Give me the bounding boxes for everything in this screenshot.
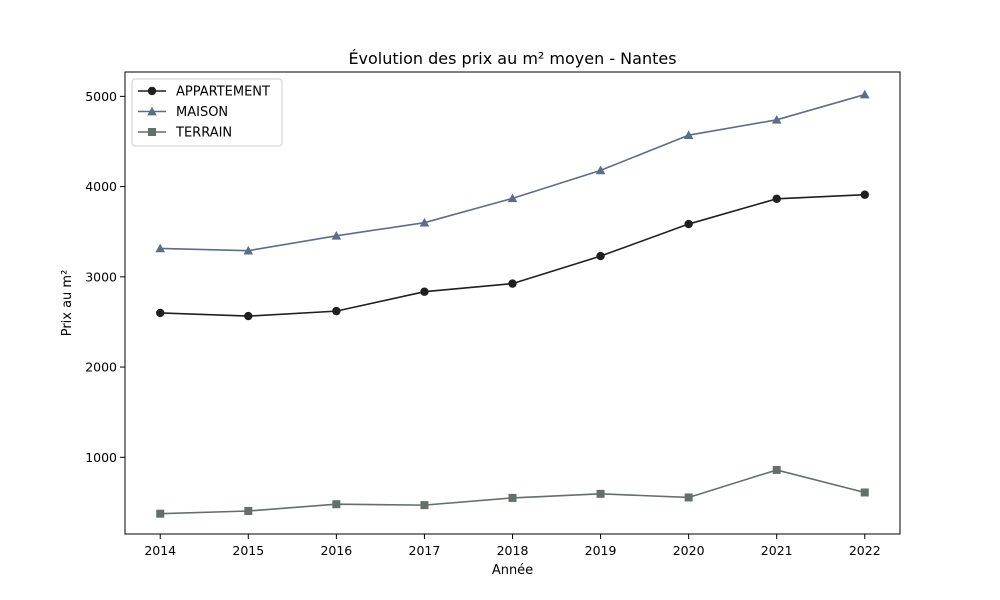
y-tick-label: 5000 <box>85 89 117 104</box>
series-line-terrain <box>160 469 865 515</box>
data-point-appartement <box>244 311 253 321</box>
y-tick-label: 2000 <box>85 360 117 375</box>
data-point-maison <box>331 230 342 240</box>
legend-item-terrain: TERRAIN <box>138 126 232 141</box>
y-tick-label: 3000 <box>85 269 117 284</box>
legend-swatch-marker <box>147 106 157 116</box>
x-tick-label: 2015 <box>232 543 264 558</box>
data-point-maison <box>243 245 254 255</box>
chart-title: Évolution des prix au m² moyen - Nantes <box>348 49 676 68</box>
data-point-appartement <box>596 251 605 261</box>
data-point-maison <box>683 130 694 140</box>
legend-label: TERRAIN <box>175 126 232 141</box>
data-point-terrain <box>332 500 341 509</box>
series-layer <box>155 89 870 518</box>
x-tick-label: 2020 <box>673 543 705 558</box>
data-point-appartement <box>772 194 781 203</box>
y-tick-label: 1000 <box>85 450 117 465</box>
x-axis: 2014 2015 2016 2017 2018 2019 2020 2021 2022 <box>144 534 881 558</box>
series-maison <box>155 89 870 255</box>
legend-swatch-marker <box>148 128 156 136</box>
data-point-maison <box>419 217 430 227</box>
data-point-terrain <box>244 506 253 515</box>
data-point-maison <box>771 115 782 124</box>
legend: APPARTEMENT MAISON TERRAIN <box>131 78 283 147</box>
legend-label: MAISON <box>176 105 228 120</box>
legend-label: APPARTEMENT <box>176 85 270 100</box>
data-point-maison <box>155 243 166 253</box>
data-point-terrain <box>596 489 605 498</box>
data-point-appartement <box>156 308 165 318</box>
legend-box <box>131 78 283 147</box>
data-point-terrain <box>420 501 429 510</box>
legend-item-maison: MAISON <box>138 105 228 120</box>
x-tick-label: 2016 <box>320 543 352 558</box>
x-tick-label: 2021 <box>761 543 793 558</box>
data-point-appartement <box>332 306 341 316</box>
data-point-appartement <box>860 190 869 199</box>
data-point-maison <box>507 193 518 203</box>
x-tick-label: 2019 <box>585 543 617 558</box>
data-point-terrain <box>156 509 165 518</box>
data-point-maison <box>595 165 606 175</box>
legend-swatch-marker <box>147 86 157 96</box>
x-tick-label: 2018 <box>497 543 529 558</box>
data-point-appartement <box>684 219 693 229</box>
data-point-terrain <box>508 493 517 502</box>
data-point-appartement <box>508 279 517 288</box>
x-tick-label: 2022 <box>849 543 881 558</box>
series-terrain <box>156 465 869 518</box>
legend-item-appartement: APPARTEMENT <box>138 85 270 100</box>
series-appartement <box>156 190 869 321</box>
x-tick-label: 2014 <box>144 543 176 558</box>
data-point-terrain <box>860 488 869 497</box>
y-axis: 1000 2000 3000 4000 5000 <box>85 89 125 465</box>
x-axis-label: Année <box>492 563 533 578</box>
data-point-appartement <box>420 287 429 296</box>
data-point-terrain <box>684 493 693 502</box>
data-point-maison <box>859 89 870 99</box>
y-tick-label: 4000 <box>85 179 117 194</box>
y-axis-label: Prix au m² <box>60 270 75 337</box>
series-line-appartement <box>160 193 865 317</box>
x-tick-label: 2017 <box>409 543 441 558</box>
data-point-terrain <box>772 465 781 474</box>
